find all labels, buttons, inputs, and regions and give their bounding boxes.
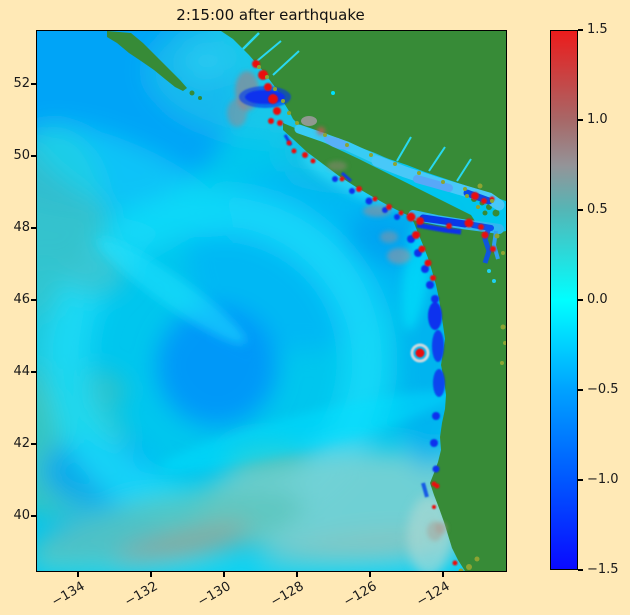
y-tick-mark	[31, 299, 36, 301]
colorbar	[550, 30, 578, 570]
plot-title: 2:15:00 after earthquake	[176, 6, 365, 24]
colorbar-tick-label: −0.5	[587, 382, 619, 397]
y-tick-mark	[31, 83, 36, 85]
land-vancouver-island	[283, 123, 475, 228]
x-tick-mark	[150, 571, 152, 577]
colorbar-tick-mark	[578, 209, 583, 211]
y-tick-mark	[31, 371, 36, 373]
colorbar-tick-mark	[578, 299, 583, 301]
colorbar-tick-label: 1.5	[587, 22, 608, 37]
colorbar-tick-label: 1.0	[587, 112, 608, 127]
y-tick-mark	[31, 227, 36, 229]
colorbar-tick-mark	[578, 119, 583, 121]
map-axes	[36, 30, 507, 572]
x-tick-label: −128	[268, 579, 307, 610]
x-tick-mark	[369, 571, 371, 577]
colorbar-tick-label: −1.0	[587, 472, 619, 487]
wave-trough-spots	[239, 86, 462, 498]
y-tick-label: 42	[13, 436, 30, 451]
fjord-inlets	[242, 32, 472, 182]
land-haida-gwaii	[107, 31, 187, 91]
land-british-columbia-mainland	[221, 31, 506, 201]
lowland-speckles	[257, 65, 506, 571]
x-tick-label: −134	[49, 579, 88, 610]
y-tick-mark	[31, 443, 36, 445]
y-tick-label: 50	[13, 148, 30, 163]
colorbar-tick-label: 0.0	[587, 292, 608, 307]
colorbar-tick-mark	[578, 29, 583, 31]
y-tick-label: 40	[13, 508, 30, 523]
x-tick-mark	[77, 571, 79, 577]
colorbar-tick-mark	[578, 479, 583, 481]
y-tick-label: 44	[13, 364, 30, 379]
y-tick-label: 52	[13, 76, 30, 91]
x-tick-mark	[223, 571, 225, 577]
colorbar-tick-label: 0.5	[587, 202, 608, 217]
x-tick-mark	[442, 571, 444, 577]
colorbar-tick-label: −1.5	[587, 562, 619, 577]
x-tick-label: −124	[414, 579, 453, 610]
colorbar-tick-mark	[578, 569, 583, 571]
y-tick-label: 46	[13, 292, 30, 307]
y-tick-mark	[31, 515, 36, 517]
y-tick-label: 48	[13, 220, 30, 235]
x-tick-label: −132	[122, 579, 161, 610]
tsunami-map	[37, 31, 506, 571]
x-tick-label: −126	[341, 579, 380, 610]
x-tick-mark	[296, 571, 298, 577]
colorbar-tick-mark	[578, 389, 583, 391]
x-tick-label: −130	[195, 579, 234, 610]
land-masses	[107, 31, 506, 571]
y-tick-mark	[31, 155, 36, 157]
